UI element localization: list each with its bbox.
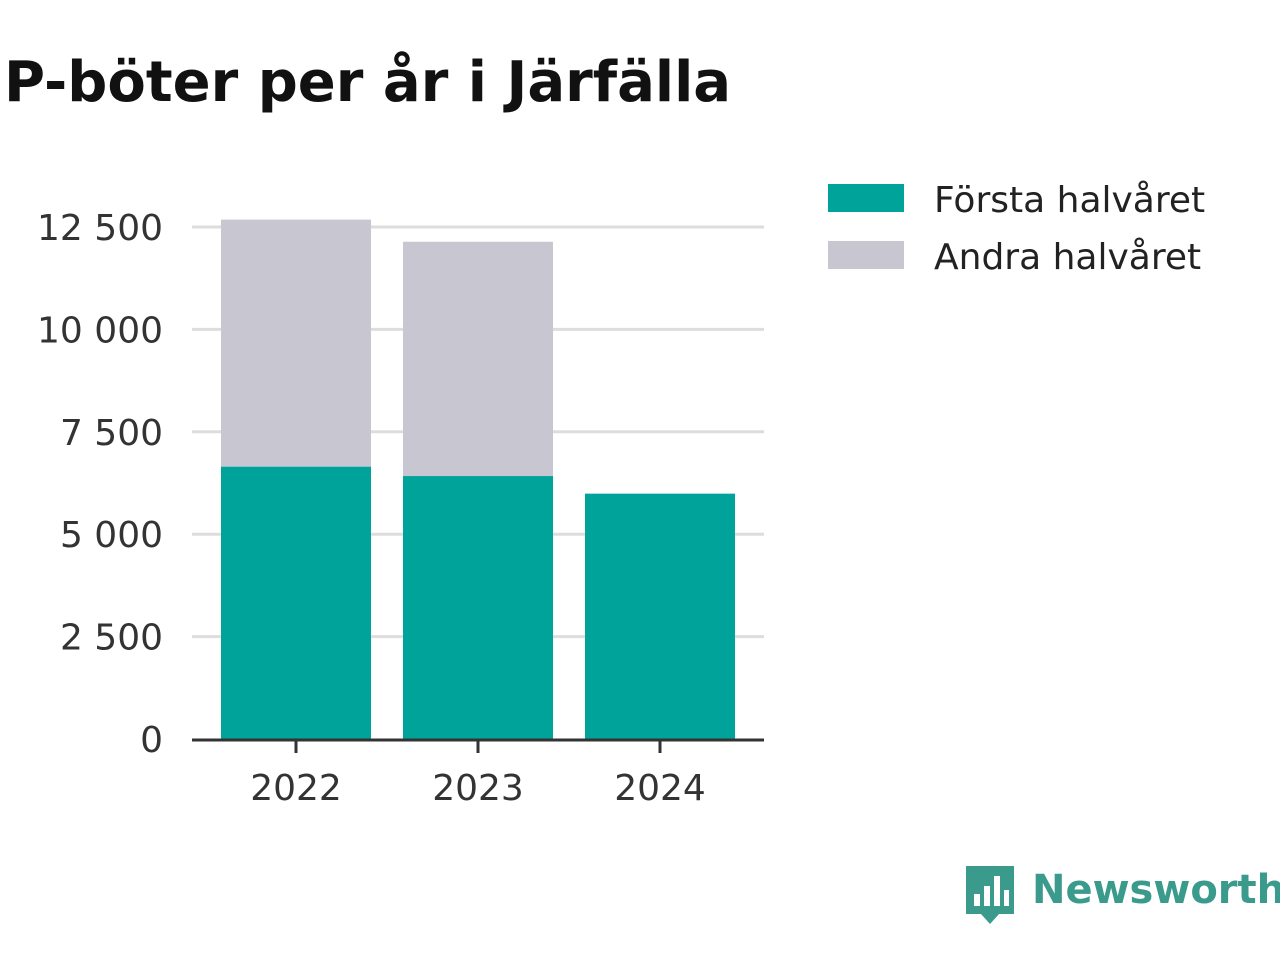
legend-swatch-first-half <box>828 184 904 212</box>
bar-2023-second-half <box>403 241 553 477</box>
x-tick-label: 2023 <box>432 768 524 809</box>
y-tick-label: 5 000 <box>60 515 163 556</box>
legend-label-first-half: Första halvåret <box>934 180 1205 221</box>
newsworthy-logo-icon <box>966 866 1014 924</box>
bar-2022-first-half <box>221 466 371 739</box>
legend: Första halvåret Andra halvåret <box>828 180 1205 278</box>
legend-swatch-second-half <box>828 241 904 269</box>
y-tick-label: 2 500 <box>60 618 163 659</box>
y-tick-label: 7 500 <box>60 413 163 454</box>
bar-2023-first-half <box>403 476 553 739</box>
newsworthy-logo: Newsworthy <box>966 866 1280 924</box>
bar-2022-second-half <box>221 219 371 467</box>
brand-name: Newsworthy <box>1032 867 1280 913</box>
x-tick-label: 2024 <box>614 768 706 809</box>
chart-title: P-böter per år i Järfälla <box>4 50 731 115</box>
x-tick-label: 2022 <box>250 768 342 809</box>
x-axis: 2022 2023 2024 <box>192 738 764 809</box>
y-axis: 0 2 500 5 000 7 500 10 000 12 500 <box>37 208 163 761</box>
y-tick-label: 10 000 <box>37 310 163 351</box>
y-tick-label: 0 <box>140 720 163 761</box>
legend-label-second-half: Andra halvåret <box>934 237 1201 278</box>
bars <box>221 219 735 739</box>
bar-2024-first-half <box>585 493 735 739</box>
y-tick-label: 12 500 <box>37 208 163 249</box>
